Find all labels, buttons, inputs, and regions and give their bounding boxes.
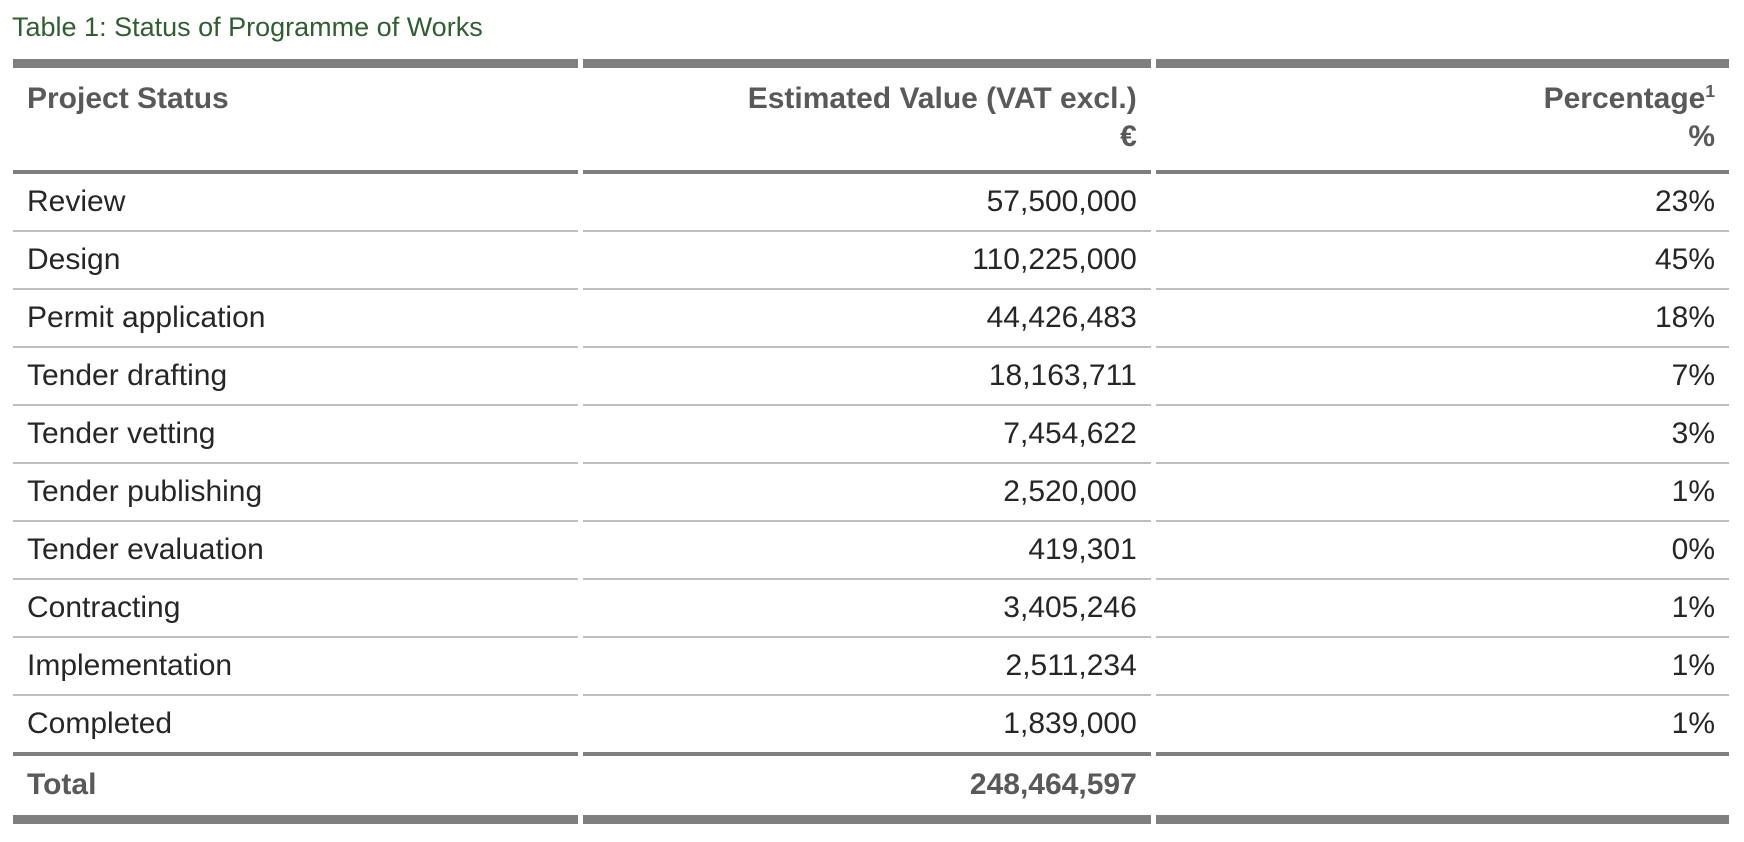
total-percentage [1155, 756, 1729, 824]
cell-percentage: 18% [1155, 290, 1729, 348]
table-caption: Table 1: Status of Programme of Works [12, 12, 483, 42]
unit-row: € % [13, 118, 1729, 174]
table-row: Tender evaluation 419,301 0% [13, 522, 1729, 580]
status-table: Project Status Estimated Value (VAT excl… [8, 59, 1734, 824]
cell-status: Review [13, 174, 578, 232]
cell-status: Completed [13, 696, 578, 756]
cell-value: 2,511,234 [582, 638, 1151, 696]
cell-percentage: 1% [1155, 580, 1729, 638]
cell-value: 2,520,000 [582, 464, 1151, 522]
header-percentage: Percentage1 [1155, 59, 1729, 118]
cell-percentage: 7% [1155, 348, 1729, 406]
cell-status: Implementation [13, 638, 578, 696]
table-row: Review 57,500,000 23% [13, 174, 1729, 232]
cell-percentage: 1% [1155, 696, 1729, 756]
unit-percent-symbol: % [1155, 118, 1729, 174]
cell-status: Contracting [13, 580, 578, 638]
table-row: Design 110,225,000 45% [13, 232, 1729, 290]
header-row: Project Status Estimated Value (VAT excl… [13, 59, 1729, 118]
cell-percentage: 0% [1155, 522, 1729, 580]
table-row: Permit application 44,426,483 18% [13, 290, 1729, 348]
table-row: Tender drafting 18,163,711 7% [13, 348, 1729, 406]
cell-status: Permit application [13, 290, 578, 348]
footnote-marker: 1 [1705, 81, 1715, 101]
header-estimated-value: Estimated Value (VAT excl.) [582, 59, 1151, 118]
header-project-status: Project Status [13, 59, 578, 118]
total-value: 248,464,597 [582, 756, 1151, 824]
table-row: Completed 1,839,000 1% [13, 696, 1729, 756]
cell-percentage: 3% [1155, 406, 1729, 464]
header-percentage-label: Percentage [1543, 82, 1706, 115]
total-row: Total 248,464,597 [13, 756, 1729, 824]
cell-percentage: 1% [1155, 464, 1729, 522]
cell-value: 44,426,483 [582, 290, 1151, 348]
cell-value: 419,301 [582, 522, 1151, 580]
cell-percentage: 45% [1155, 232, 1729, 290]
table-row: Tender publishing 2,520,000 1% [13, 464, 1729, 522]
table-row: Tender vetting 7,454,622 3% [13, 406, 1729, 464]
cell-percentage: 23% [1155, 174, 1729, 232]
cell-value: 7,454,622 [582, 406, 1151, 464]
unit-euro-symbol: € [582, 118, 1151, 174]
cell-value: 18,163,711 [582, 348, 1151, 406]
unit-empty [13, 118, 578, 174]
total-label: Total [13, 756, 578, 824]
table-row: Contracting 3,405,246 1% [13, 580, 1729, 638]
cell-status: Tender evaluation [13, 522, 578, 580]
cell-status: Design [13, 232, 578, 290]
cell-percentage: 1% [1155, 638, 1729, 696]
cell-value: 3,405,246 [582, 580, 1151, 638]
cell-value: 57,500,000 [582, 174, 1151, 232]
cell-status: Tender vetting [13, 406, 578, 464]
cell-value: 110,225,000 [582, 232, 1151, 290]
cell-value: 1,839,000 [582, 696, 1151, 756]
table-row: Implementation 2,511,234 1% [13, 638, 1729, 696]
cell-status: Tender publishing [13, 464, 578, 522]
cell-status: Tender drafting [13, 348, 578, 406]
